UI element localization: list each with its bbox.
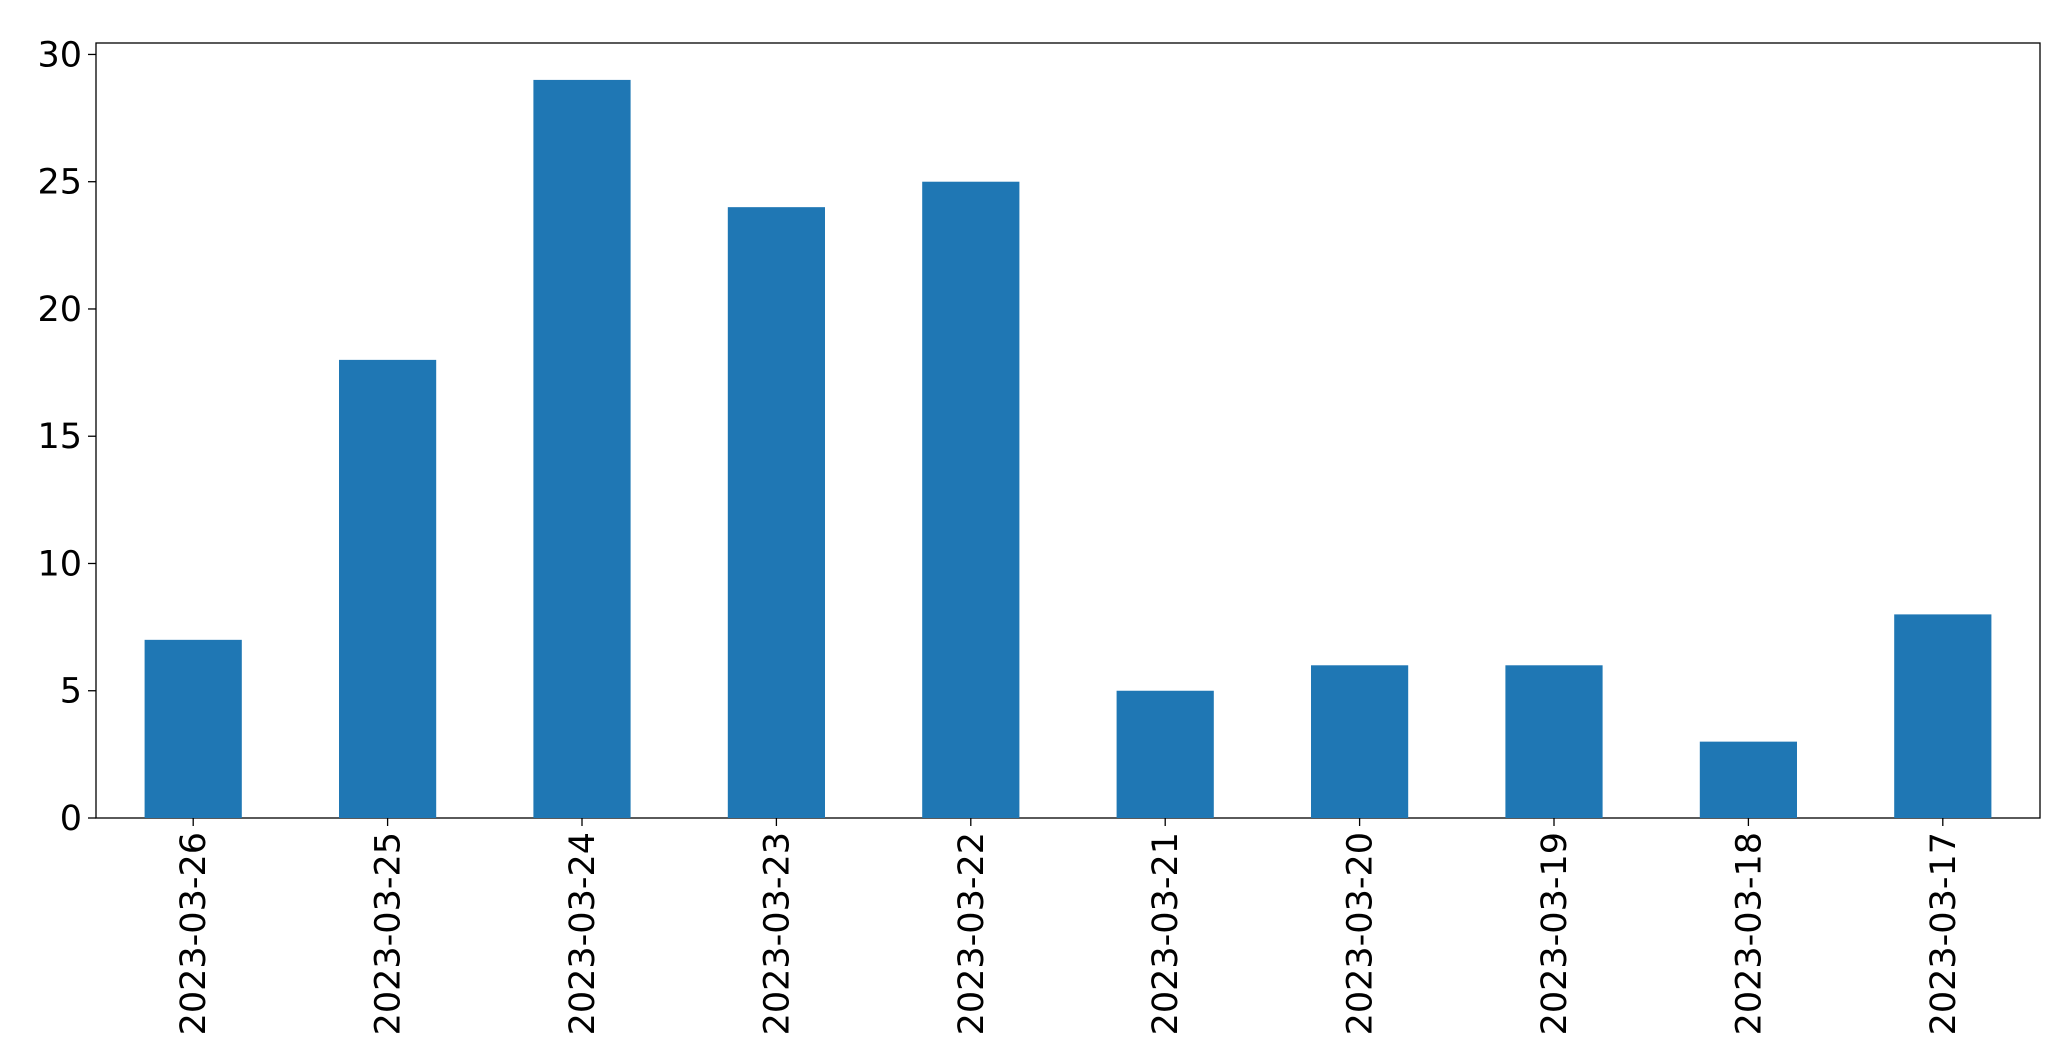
- x-tick-label: 2023-03-22: [952, 832, 992, 1035]
- y-tick-label: 10: [37, 544, 82, 584]
- y-tick-label: 0: [60, 799, 82, 839]
- bar: [144, 639, 242, 818]
- x-tick-label: 2023-03-17: [1924, 832, 1964, 1035]
- plot-frame: [95, 42, 2041, 819]
- x-tick-label: 2023-03-23: [757, 832, 797, 1035]
- x-tick-label: 2023-03-20: [1341, 832, 1381, 1035]
- bar: [1505, 665, 1603, 818]
- bar: [1311, 665, 1409, 818]
- bar: [922, 181, 1020, 818]
- bar: [1116, 690, 1214, 818]
- bar: [533, 79, 631, 818]
- y-tick-label: 15: [37, 417, 82, 457]
- bar: [339, 359, 437, 818]
- x-tick-label: 2023-03-19: [1535, 832, 1575, 1035]
- x-tick-label: 2023-03-18: [1729, 832, 1769, 1035]
- bar: [727, 207, 825, 818]
- bar: [1699, 741, 1797, 818]
- y-tick-label: 5: [60, 672, 82, 712]
- x-tick-label: 2023-03-25: [369, 832, 409, 1035]
- x-tick-label: 2023-03-24: [563, 832, 603, 1035]
- y-tick-label: 25: [37, 163, 82, 203]
- y-tick-label: 30: [37, 35, 82, 75]
- bar: [1894, 614, 1992, 818]
- x-tick-label: 2023-03-26: [174, 832, 214, 1035]
- y-tick-label: 20: [37, 290, 82, 330]
- x-tick-label: 2023-03-21: [1146, 832, 1186, 1035]
